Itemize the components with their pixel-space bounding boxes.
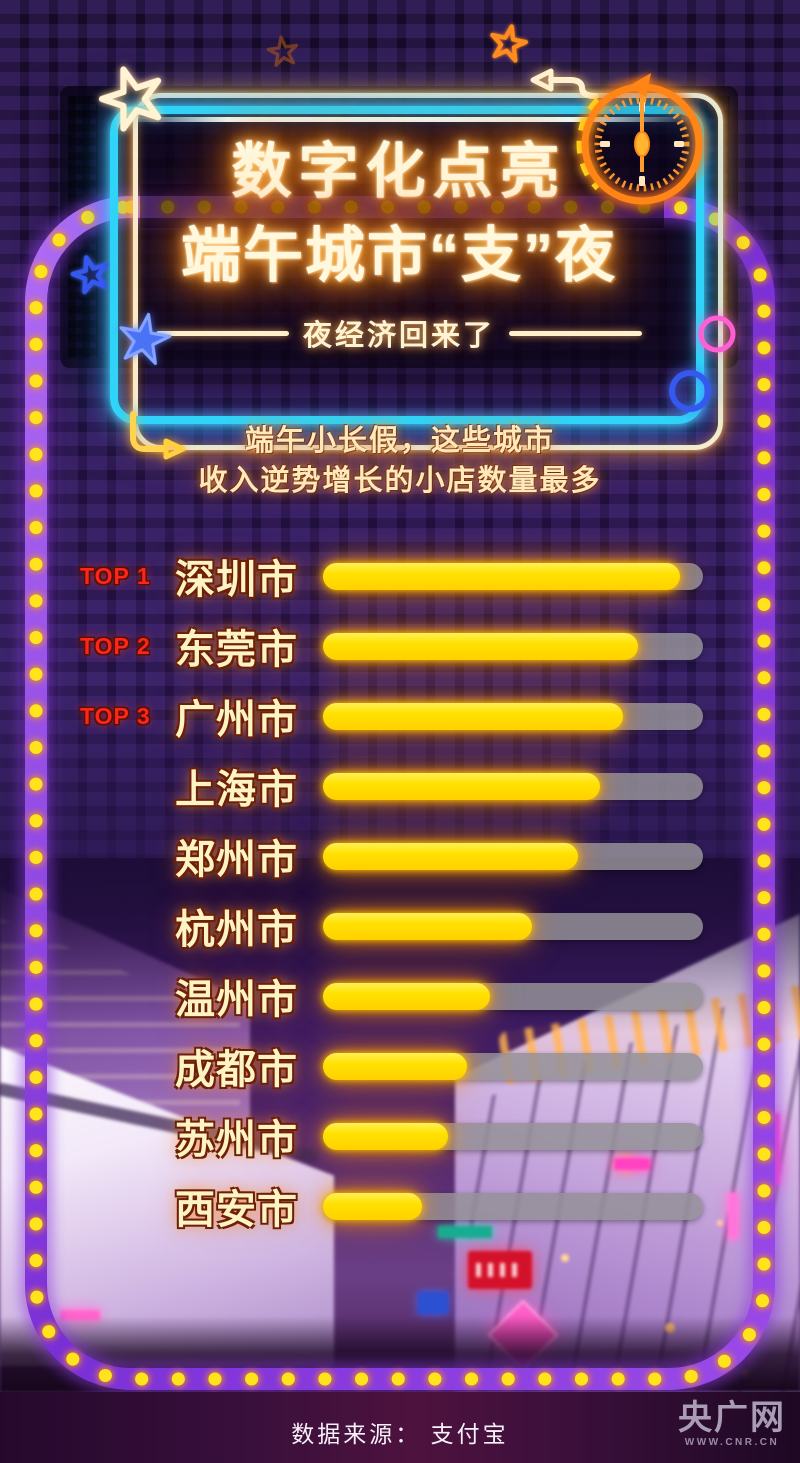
city-label: 温州市 [175, 978, 298, 1022]
bar-fill [323, 1052, 468, 1080]
data-source-label: 数据来源： 支付宝 [291, 1421, 509, 1447]
city-label: 东莞市 [175, 628, 298, 672]
city-label: 深圳市 [175, 558, 298, 602]
city-label: 杭州市 [175, 908, 298, 952]
bar-fill [323, 702, 624, 730]
bar-fill [323, 982, 491, 1010]
rank-label: TOP 2 [80, 632, 151, 659]
ranking-rows: TOP 1 深圳市 TOP 2 东莞市 TOP 3 广州市 上海市 [0, 541, 800, 1241]
bar-fill [323, 912, 532, 940]
ranking-row: 郑州市 [0, 821, 800, 891]
bar-track [323, 842, 703, 870]
title-block: 数字化点亮 端午城市“支”夜 夜经济回来了 [110, 106, 688, 354]
bar-fill [323, 1122, 449, 1150]
bar-fill [323, 1192, 422, 1220]
rank-label: TOP 3 [80, 702, 151, 729]
bar-track [323, 912, 703, 940]
ranking-row: TOP 3 广州市 [0, 681, 800, 751]
poster-title-line1: 数字化点亮 [231, 138, 567, 205]
bar-track [323, 632, 703, 660]
city-label: 郑州市 [175, 838, 298, 882]
cnr-logo-url: WWW.CNR.CN [684, 1437, 780, 1448]
bar-fill [323, 772, 601, 800]
poster-title-line2: 端午城市“支”夜 [181, 222, 617, 289]
neon-frame-blue [110, 106, 704, 424]
ranking-row: 杭州市 [0, 891, 800, 961]
cnr-logo: 央广网 WWW.CNR.CN [678, 1399, 786, 1448]
ranking-row: 温州市 [0, 961, 800, 1031]
signboard-shadow-strip [140, 184, 664, 228]
bar-track [323, 702, 703, 730]
description-block: 端午小长假，这些城市 收入逆势增长的小店数量最多 [0, 421, 800, 501]
city-label: 苏州市 [175, 1118, 298, 1162]
tagline-row: 夜经济回来了 [110, 312, 688, 354]
bar-track [323, 772, 703, 800]
footer-band: 数据来源： 支付宝 央广网 WWW.CNR.CN [0, 1392, 800, 1463]
cnr-logo-text: 央广网 [678, 1399, 786, 1437]
bar-fill [323, 632, 639, 660]
ranking-row: TOP 1 深圳市 [0, 541, 800, 611]
neon-frame-cream [133, 93, 723, 450]
bar-track [323, 562, 703, 590]
tagline-left-line [155, 330, 289, 336]
bar-track [323, 1052, 703, 1080]
city-label: 西安市 [175, 1188, 298, 1232]
ranking-row: 上海市 [0, 751, 800, 821]
description-line2: 收入逆势增长的小店数量最多 [198, 465, 602, 497]
bar-track [323, 1192, 703, 1220]
bar-track [323, 1122, 703, 1150]
bar-fill [323, 562, 681, 590]
city-label: 成都市 [175, 1048, 298, 1092]
tagline-text: 夜经济回来了 [302, 320, 495, 352]
rank-label: TOP 1 [80, 562, 151, 589]
ranking-row: 成都市 [0, 1031, 800, 1101]
bar-track [323, 982, 703, 1010]
ranking-row: TOP 2 东莞市 [0, 611, 800, 681]
city-label: 上海市 [175, 768, 298, 812]
city-label: 广州市 [175, 698, 298, 742]
ranking-row: 西安市 [0, 1171, 800, 1241]
tagline-right-line [509, 330, 642, 336]
ranking-row: 苏州市 [0, 1101, 800, 1171]
description-line1: 端午小长假，这些城市 [244, 425, 555, 457]
bar-fill [323, 842, 578, 870]
